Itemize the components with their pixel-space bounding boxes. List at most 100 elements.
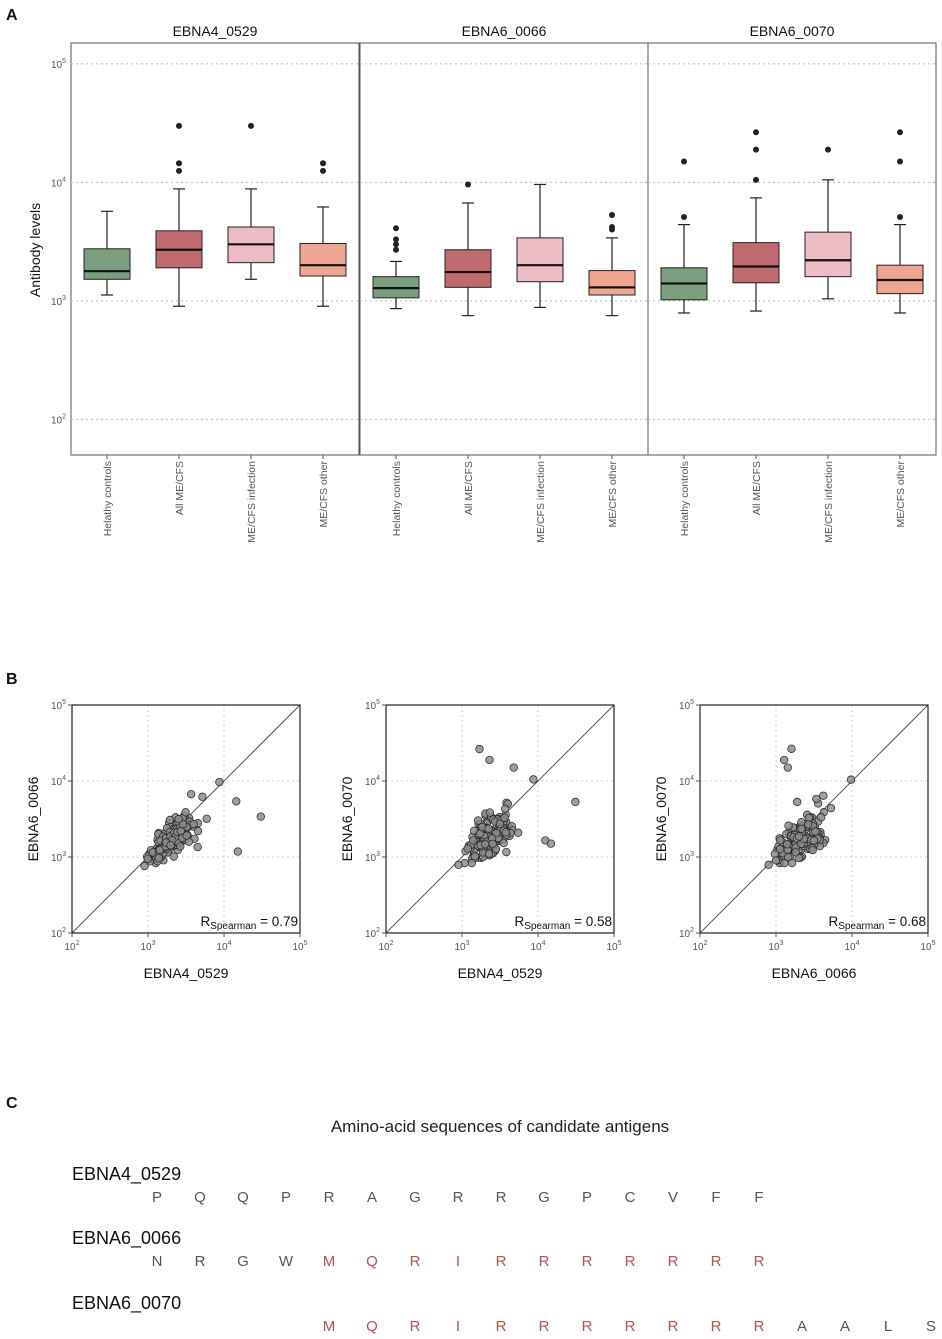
x-tick-label-exp: 4 [542,940,546,947]
x-tick-label-base: 10 [692,942,704,953]
spearman-annotation: RSpearman = 0.58 [514,914,612,932]
sequence-residue: G [538,1189,550,1206]
y-tick-label-base: 10 [51,60,63,71]
scatter-point [467,858,477,868]
scatter-point [811,827,820,836]
outlier-point [393,225,399,232]
outlier-point [897,158,903,165]
boxplot-y-axis-label: Antibody levels [27,203,43,297]
y-axis-label: EBNA6_0070 [653,776,669,861]
scatter-point [165,815,175,825]
sequence-residue-highlighted: I [455,1318,461,1335]
scatter-point [546,839,556,848]
x-tick-label-base: 10 [768,942,780,953]
scatter-point [775,844,785,854]
group-label: ME/CFS other [318,461,330,528]
scatter-point [808,846,817,855]
sequence-residue-highlighted: M [322,1253,336,1270]
facet-title: EBNA6_0070 [750,23,835,39]
x-tick-label-base: 10 [378,942,390,953]
spearman-annotation: RSpearman = 0.68 [828,914,926,932]
scatter-point [181,808,190,817]
group-label: ME/CFS infection [823,461,835,543]
x-axis-label: EBNA4_0529 [458,965,543,981]
y-tick-label: 103 [365,851,380,864]
scatter-point [485,755,494,765]
scatter-point [791,848,800,857]
sequence-residue: A [366,1189,377,1206]
y-tick-label-exp: 5 [62,699,66,706]
y-tick-label: 105 [679,699,694,712]
x-tick-label: 105 [920,940,935,953]
sequence-residue-highlighted: R [710,1318,722,1335]
plot-frame [71,704,301,934]
scatter-point [501,804,510,814]
y-tick-label-base: 10 [679,929,691,940]
scatter-point [784,853,793,862]
outlier-point [320,160,326,167]
sequence-residue: R [323,1189,335,1206]
spearman-value: = 0.68 [884,914,926,929]
outlier-point [176,160,182,167]
spearman-subscript: Spearman [524,921,570,932]
scatter-point [787,858,797,868]
sequence-residue-highlighted: R [624,1253,636,1270]
scatter-point [797,824,806,833]
scatter-point [256,812,265,821]
y-tick-label-exp: 5 [690,699,694,706]
x-tick-label-exp: 4 [228,940,232,947]
sequence-residue-highlighted: R [538,1253,550,1270]
sequence-title: Amino-acid sequences of candidate antige… [331,1117,669,1136]
sequence-residue: A [839,1318,850,1335]
x-axis-label: EBNA4_0529 [144,965,229,981]
box [516,237,564,283]
y-tick-label-base: 10 [51,415,63,426]
scatter-point [488,839,497,848]
sequence-residue: P [581,1189,592,1206]
group-label: ME/CFS infection [535,461,547,543]
scatter-point [502,847,511,857]
y-tick-label-exp: 3 [62,851,66,858]
outlier-point [753,129,759,136]
outlier-point [753,146,759,153]
y-tick-label-exp: 5 [62,58,66,65]
y-axis-label: EBNA6_0070 [339,776,355,861]
x-tick-label: 104 [216,940,231,953]
scatter-point [793,797,802,807]
sequence-residue-highlighted: R [538,1318,550,1335]
outlier-point [681,214,687,221]
y-tick-label-exp: 2 [376,927,380,934]
scatter-point [501,828,510,837]
box [444,249,492,288]
y-axis-label: EBNA6_0066 [25,776,41,861]
scatter-point [469,836,478,845]
scatter-point [514,828,523,837]
outlier-point [609,212,615,219]
outlier-point [393,241,399,248]
scatter-point [776,836,785,845]
x-tick-label-exp: 2 [704,940,708,947]
scatter-point [174,814,183,824]
sequence-residue-highlighted: R [753,1253,765,1270]
scatter-point [470,852,480,861]
sequence-residue: F [711,1189,721,1206]
y-tick-label-base: 10 [51,853,63,864]
x-tick-label-base: 10 [64,942,76,953]
scatter-point [474,816,483,825]
y-tick-label-base: 10 [51,297,63,308]
x-tick-label-exp: 3 [780,940,784,947]
scatter-point [783,840,792,849]
y-tick-label-exp: 3 [62,295,66,302]
sequence-residue-highlighted: R [495,1318,507,1335]
x-tick-label: 102 [64,940,79,953]
sequence-residue: G [409,1189,421,1206]
scatter-point [826,803,836,813]
y-tick-label: 103 [679,851,694,864]
sequence-residue: C [624,1189,636,1206]
sequence-residue: R [452,1189,464,1206]
x-tick-label-base: 10 [530,942,542,953]
sequence-residue-highlighted: R [581,1318,593,1335]
group-label: Helathy controls [391,461,403,536]
outlier-point [176,122,182,129]
box [299,242,347,277]
